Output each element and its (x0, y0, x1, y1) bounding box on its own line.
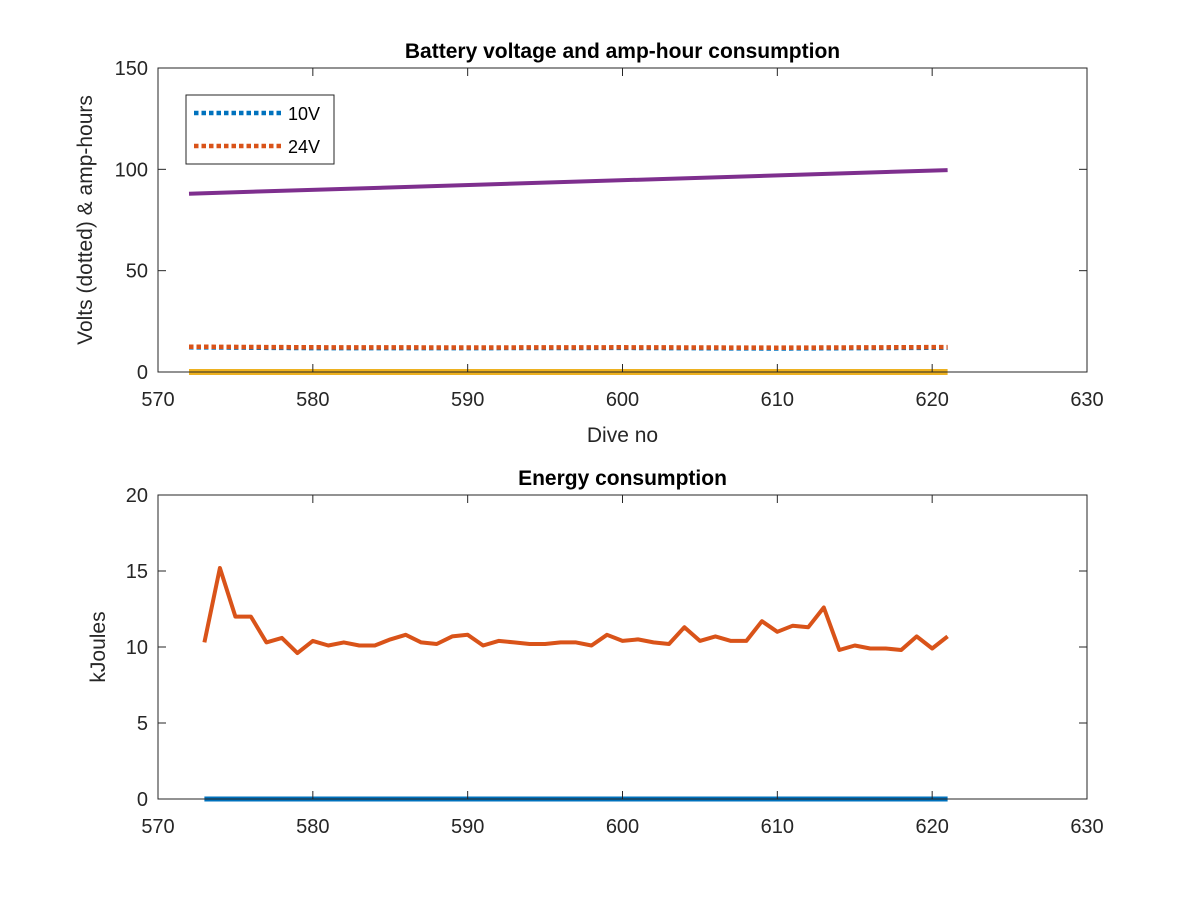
bottom-chart-y-tick-label: 15 (126, 561, 148, 583)
top-chart-x-tick-label: 570 (141, 389, 174, 411)
top-chart: 570 580 590 600 610 620 630 0 50 100 150 Battery v… (74, 40, 1104, 447)
bottom-chart-y-tick-label: 0 (137, 789, 148, 811)
top-chart-x-tick-label: 590 (451, 389, 484, 411)
top-chart-series (188, 168, 948, 375)
top-chart-x-tick-label: 600 (606, 389, 639, 411)
top-chart-y-tick-label: 50 (126, 261, 148, 283)
bottom-chart-x-tick-label: 570 (141, 816, 174, 838)
legend-label-10v: 10V (288, 104, 320, 124)
top-chart-series-line-3 (188, 168, 948, 196)
bottom-chart-y-tick-label: 20 (126, 485, 148, 507)
bottom-chart-y-tick-label: 5 (137, 713, 148, 735)
top-chart-y-axis-label: Volts (dotted) & amp-hours (74, 95, 97, 345)
bottom-chart-x-tick-label: 600 (606, 816, 639, 838)
top-chart-x-axis-label: Dive no (587, 424, 658, 447)
top-chart-title: Battery voltage and amp-hour consumption (405, 40, 840, 63)
bottom-chart-y-axis-label: kJoules (87, 611, 110, 682)
bottom-chart-x-tick-label: 630 (1070, 816, 1103, 838)
bottom-chart-x-tick-label: 620 (915, 816, 948, 838)
bottom-chart-y-tick-label: 10 (126, 637, 148, 659)
bottom-chart-series (202, 566, 949, 802)
top-chart-series-24v (188, 344, 948, 350)
top-chart-x-tick-label: 580 (296, 389, 329, 411)
bottom-chart: 570 580 590 600 610 620 630 0 5 10 15 20 Energy con… (87, 467, 1104, 838)
top-chart-y-tick-label: 0 (137, 362, 148, 384)
bottom-chart-x-tick-label: 590 (451, 816, 484, 838)
top-chart-legend: 10V 24V (185, 94, 335, 165)
top-chart-ticks: 570 580 590 600 610 620 630 0 50 100 150 (115, 58, 1104, 411)
bottom-chart-series-line-1 (202, 566, 949, 656)
bottom-chart-x-tick-label: 580 (296, 816, 329, 838)
top-chart-x-tick-label: 610 (761, 389, 794, 411)
bottom-chart-ticks: 570 580 590 600 610 620 630 0 5 10 15 20 (126, 485, 1104, 838)
bottom-chart-x-tick-label: 610 (761, 816, 794, 838)
bottom-chart-frame (157, 494, 1088, 800)
legend-box (185, 94, 335, 165)
legend-label-24v: 24V (288, 137, 320, 157)
top-chart-x-tick-label: 620 (915, 389, 948, 411)
top-chart-x-tick-label: 630 (1070, 389, 1103, 411)
top-chart-y-tick-label: 100 (115, 159, 148, 181)
bottom-chart-title: Energy consumption (518, 467, 727, 490)
top-chart-y-tick-label: 150 (115, 58, 148, 80)
